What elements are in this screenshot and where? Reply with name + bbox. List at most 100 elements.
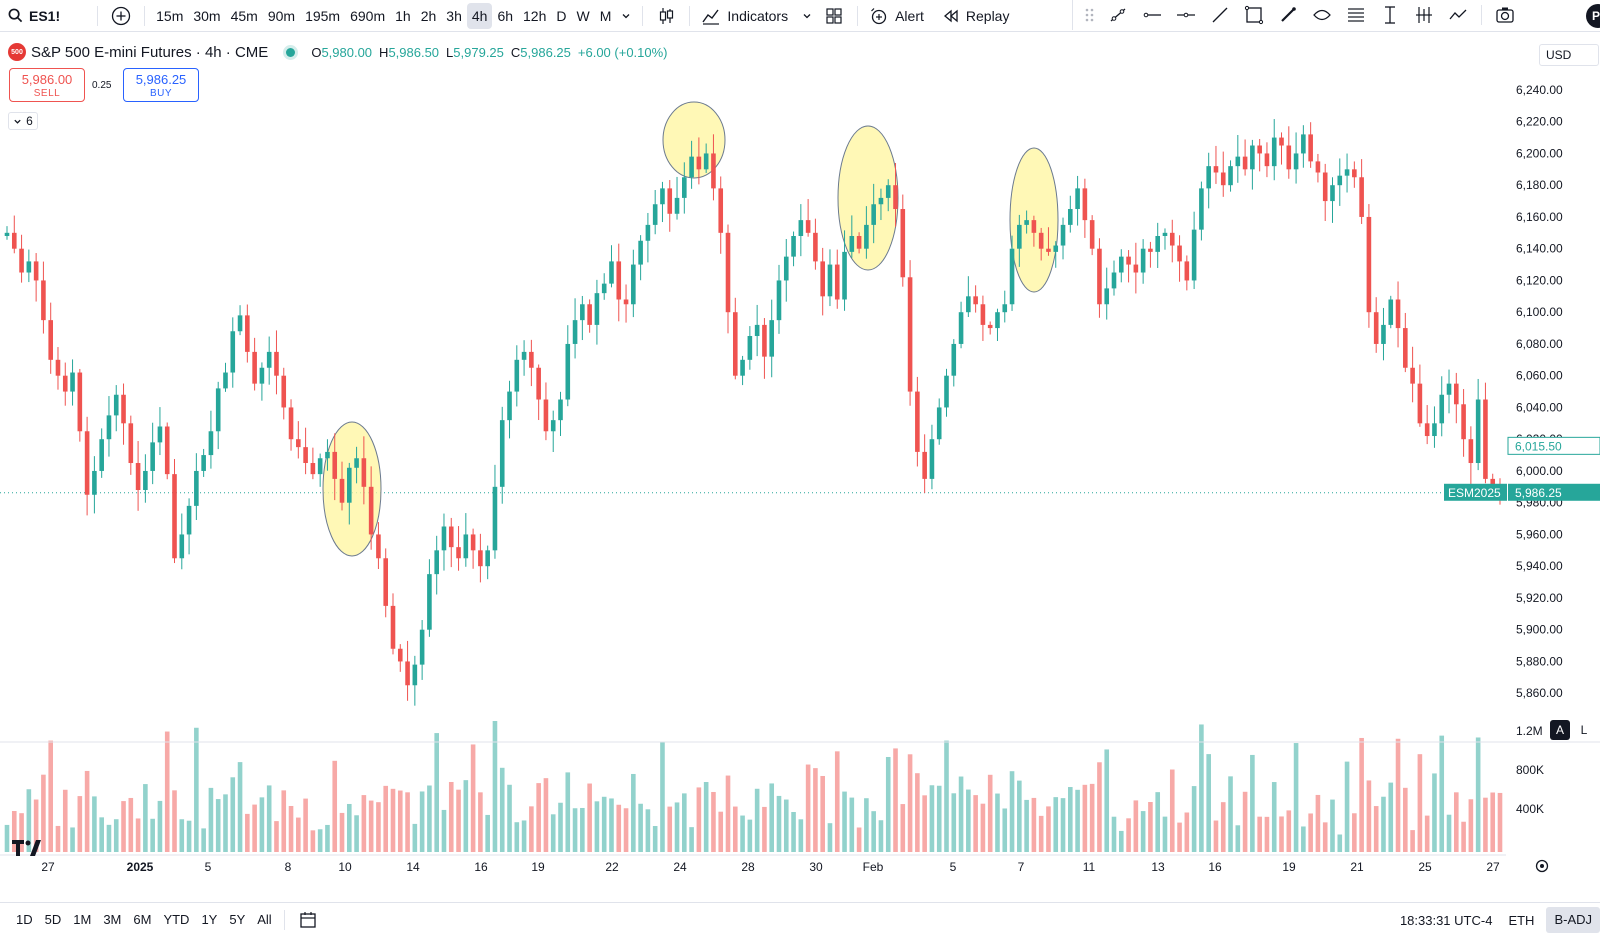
interval-15m[interactable]: 15m (156, 7, 184, 24)
adjustment-toggle[interactable]: B-ADJ (1546, 907, 1600, 933)
pattern-tool-icon[interactable] (1407, 1, 1441, 29)
candle-body (987, 324, 993, 329)
trend-line-tool-icon[interactable] (1101, 1, 1135, 29)
auto-scale-button[interactable]: A (1550, 720, 1570, 740)
clock-timezone[interactable]: 18:33:31 UTC-4 (1399, 912, 1493, 928)
candle-body (951, 343, 957, 376)
candle-body (616, 261, 622, 300)
interval-4h[interactable]: 4h (466, 2, 493, 29)
interval-m[interactable]: M (599, 7, 612, 24)
horizontal-line-tool-icon[interactable] (1169, 1, 1203, 29)
ohlc-low: L5,979.25 (446, 44, 504, 60)
candle-body (732, 312, 738, 376)
candle-body (1046, 248, 1051, 252)
alert-button[interactable]: Alert (864, 3, 929, 29)
price-chart[interactable]: 6,240.00 6,220.00 6,200.00 6,180.00 6,160.00… (0, 32, 1600, 902)
candle-body (674, 197, 680, 214)
interval-3h[interactable]: 3h (446, 7, 462, 24)
range-all[interactable]: All (257, 912, 272, 927)
settings-gear-icon[interactable] (1535, 859, 1549, 873)
candle-body (580, 304, 585, 321)
highlight-ellipse[interactable] (837, 125, 899, 271)
log-scale-button[interactable]: L (1580, 723, 1588, 737)
bottom-toolbar: 1D 5D 1M 3M 6M YTD 1Y 5Y All 18:33:31 UTC-4 ETH … (0, 902, 1600, 936)
shape-tool-icon[interactable] (1305, 1, 1339, 29)
candle-body (783, 256, 789, 281)
brush-tool-icon[interactable] (1271, 1, 1305, 29)
candle-body (19, 248, 24, 273)
range-5d[interactable]: 5D (44, 912, 62, 927)
volume-bar (572, 808, 578, 852)
currency-selector[interactable]: USD (1539, 44, 1599, 66)
range-5y[interactable]: 5Y (229, 912, 246, 927)
volume-bar (1206, 754, 1211, 852)
volume-bar (594, 801, 600, 852)
highlight-ellipse[interactable] (662, 101, 726, 179)
indicators-collapse-toggle[interactable]: 6 (8, 112, 38, 130)
interval-d[interactable]: D (556, 7, 567, 24)
candle-body (1206, 166, 1211, 189)
interval-1h[interactable]: 1h (395, 7, 411, 24)
buy-button[interactable]: 5,986.25 BUY (123, 68, 199, 102)
candle-body (412, 664, 418, 686)
drag-handle-icon[interactable] (1079, 1, 1101, 29)
range-ytd[interactable]: YTD (163, 912, 190, 927)
candle-body (856, 236, 862, 249)
candle-body (397, 648, 403, 662)
volume-bar (638, 803, 643, 852)
tradingview-logo[interactable] (12, 840, 42, 861)
horizontal-ray-tool-icon[interactable] (1135, 1, 1169, 29)
time-tick-label: 24 (673, 860, 687, 874)
symbol-search[interactable]: ES1! (0, 3, 65, 29)
session-toggle[interactable]: ETH (1508, 912, 1535, 928)
interval-2h[interactable]: 2h (420, 7, 437, 24)
sell-button[interactable]: 5,986.00 SELL (9, 68, 85, 102)
candle-body (121, 394, 126, 424)
go-to-date-button[interactable] (291, 906, 325, 934)
highlight-ellipse[interactable] (322, 421, 382, 557)
range-6m[interactable]: 6M (133, 912, 152, 927)
interval-90m[interactable]: 90m (267, 7, 296, 24)
interval-690m[interactable]: 690m (350, 7, 386, 24)
candle-body (143, 470, 148, 490)
line-tool-icon[interactable] (1203, 1, 1237, 29)
candle-body (980, 304, 986, 325)
candle-body (885, 185, 891, 198)
volume-bar (1220, 802, 1226, 852)
volume-bar (1104, 749, 1110, 852)
price-axis[interactable]: 6,240.00 6,220.00 6,200.00 6,180.00 6,160.00… (1516, 83, 1563, 700)
range-3m[interactable]: 3M (103, 912, 122, 927)
interval-w[interactable]: W (576, 7, 590, 24)
volume-bar (1475, 737, 1481, 852)
interval-45m[interactable]: 45m (230, 7, 258, 24)
user-avatar[interactable]: P (1586, 4, 1600, 28)
interval-12h[interactable]: 12h (523, 7, 547, 24)
interval-30m[interactable]: 30m (193, 7, 221, 24)
volume-bar (1373, 806, 1379, 852)
layouts-button[interactable] (817, 2, 851, 30)
interval-195m[interactable]: 195m (305, 7, 341, 24)
date-range-list: 1D 5D 1M 3M 6M YTD 1Y 5Y All (0, 912, 278, 927)
range-1y[interactable]: 1Y (201, 912, 218, 927)
rectangle-tool-icon[interactable] (1237, 1, 1271, 29)
fib-tool-icon[interactable] (1339, 1, 1373, 29)
range-1m[interactable]: 1M (73, 912, 92, 927)
chart-type-button[interactable] (649, 2, 683, 30)
symbol-title[interactable]: S&P 500 E-mini Futures · 4h · CME (31, 43, 269, 61)
time-axis[interactable]: 27 2025 5 8 10 14 16 19 22 24 28 30 Feb 5 7 11 13 16 19 21 2… (0, 854, 1549, 874)
indicators-button[interactable]: Indicators (696, 3, 817, 29)
candle-body (99, 439, 104, 471)
volume-bar (1301, 826, 1306, 852)
range-1d[interactable]: 1D (16, 912, 33, 927)
snapshot-button[interactable] (1488, 1, 1522, 29)
candle-body (157, 426, 163, 443)
candle-body (77, 372, 83, 432)
current-price-label: 5,986.25 (1515, 486, 1562, 500)
interval-6h[interactable]: 6h (497, 7, 514, 24)
replay-button[interactable]: Replay (937, 3, 1015, 29)
compare-symbol-button[interactable] (104, 2, 138, 30)
spread-value: 0.25 (92, 80, 112, 91)
interval-dropdown-button[interactable] (616, 3, 636, 29)
forecast-tool-icon[interactable] (1441, 1, 1475, 29)
measure-tool-icon[interactable] (1373, 1, 1407, 29)
